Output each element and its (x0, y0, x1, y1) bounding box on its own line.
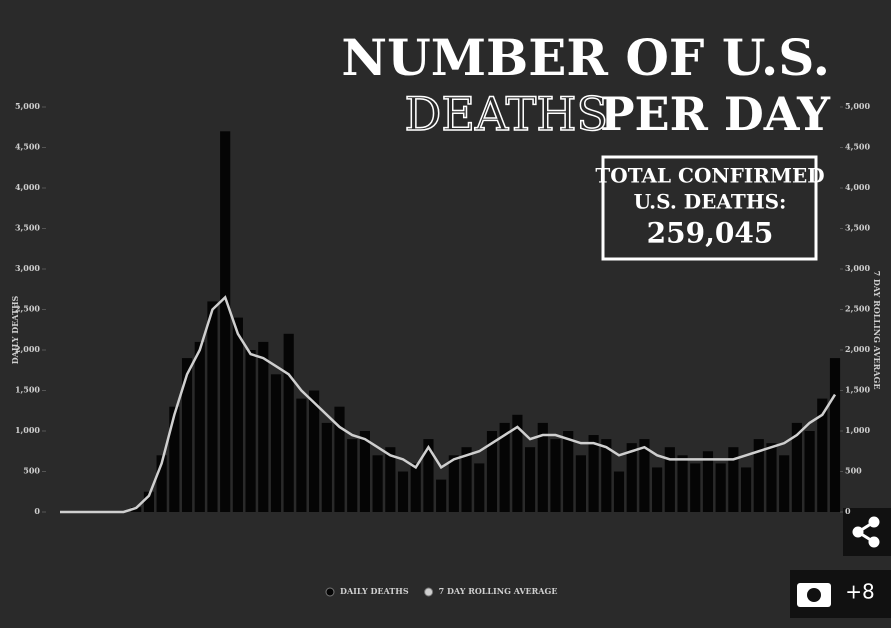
bar (131, 507, 142, 512)
y-tick-label: 1,500 (15, 385, 40, 395)
y-tick-label: 3,000 (15, 263, 40, 273)
bar (525, 447, 536, 512)
bar (347, 439, 358, 512)
bar (372, 455, 383, 512)
bar (817, 398, 828, 512)
legend-swatch (424, 587, 434, 597)
bar (740, 467, 752, 512)
bar (766, 443, 777, 512)
bar (296, 398, 307, 512)
annotation-line: TOTAL CONFIRMED (595, 164, 824, 188)
legend-swatch (325, 587, 335, 597)
y-tick-label: 4,000 (15, 182, 40, 192)
y2-tick-label: 3,000 (845, 263, 870, 273)
share-button[interactable] (843, 508, 891, 556)
bar (702, 451, 714, 512)
bar (753, 439, 764, 512)
bar (321, 422, 332, 512)
bar (448, 455, 459, 512)
y-tick-label: 500 (23, 466, 40, 476)
annotation-line: U.S. DEATHS: (634, 190, 787, 214)
bar (385, 447, 396, 512)
bar (143, 491, 155, 512)
bar (677, 455, 688, 512)
bar (728, 447, 739, 512)
y-tick-label: 4,500 (15, 142, 40, 152)
bar (423, 439, 434, 512)
bar (232, 317, 243, 512)
line (60, 295, 837, 514)
bar (690, 463, 701, 512)
annotation-box (601, 155, 818, 261)
bar (486, 431, 498, 512)
bar (563, 431, 574, 512)
bar (220, 131, 231, 513)
bar (499, 422, 510, 512)
y-tick-label: 0 (34, 506, 40, 516)
bar (664, 447, 675, 512)
bar (410, 463, 421, 512)
bar (601, 439, 612, 512)
bar (652, 467, 663, 512)
y-tick-label: 1,000 (15, 425, 40, 435)
y2-tick-label: 0 (845, 506, 851, 516)
share-icon[interactable] (852, 516, 880, 548)
y-axis-label: DAILY DEATHS (10, 295, 20, 364)
y2-tick-label: 2,500 (845, 304, 870, 314)
bar (436, 479, 447, 512)
title-rest: PER DAY (600, 87, 831, 141)
bar (270, 374, 282, 512)
bar (397, 471, 409, 512)
bar (537, 422, 548, 512)
photo-count[interactable]: +8 (845, 580, 874, 604)
bar (359, 431, 370, 512)
bar (207, 301, 218, 512)
bar (194, 341, 205, 512)
bar (156, 455, 167, 512)
y-tick-label: 3,500 (15, 223, 40, 233)
title-line1: NUMBER OF U.S. (341, 28, 830, 87)
y2-tick-label: 1,500 (845, 385, 870, 395)
bar (804, 431, 815, 512)
y2-tick-label: 2,000 (845, 344, 870, 354)
bar (779, 455, 790, 512)
bar (334, 406, 345, 512)
y2-axis-label: 7 DAY ROLLING AVERAGE (872, 271, 882, 390)
bar (283, 333, 294, 512)
bar (715, 463, 726, 512)
camera-lens (807, 588, 821, 602)
legend-label: 7 DAY ROLLING AVERAGE (439, 586, 558, 596)
bar (512, 414, 523, 512)
y2-tick-label: 4,000 (845, 182, 870, 192)
bar (245, 350, 256, 512)
annotation-total: 259,045 (647, 217, 774, 250)
bar (613, 471, 625, 512)
bar (474, 463, 485, 512)
bar (639, 439, 650, 512)
bar (309, 390, 320, 512)
bar (550, 439, 561, 512)
y2-tick-label: 4,500 (845, 142, 870, 152)
bar (169, 406, 180, 512)
y2-tick-label: 3,500 (845, 223, 870, 233)
bar (258, 341, 269, 512)
legend-label: DAILY DEATHS (340, 586, 409, 596)
bar (829, 358, 841, 512)
y2-tick-label: 5,000 (845, 101, 870, 111)
bar (461, 447, 472, 512)
bar (575, 455, 586, 512)
bar (588, 435, 599, 512)
y-tick-label: 2,000 (15, 344, 40, 354)
bar (791, 422, 802, 512)
bar (626, 443, 637, 512)
bar (181, 358, 193, 512)
title-outlined: DEATHS (405, 87, 608, 141)
y2-tick-label: 500 (845, 466, 862, 476)
y2-tick-label: 1,000 (845, 425, 870, 435)
y-tick-label: 5,000 (15, 101, 40, 111)
y-tick-label: 2,500 (15, 304, 40, 314)
